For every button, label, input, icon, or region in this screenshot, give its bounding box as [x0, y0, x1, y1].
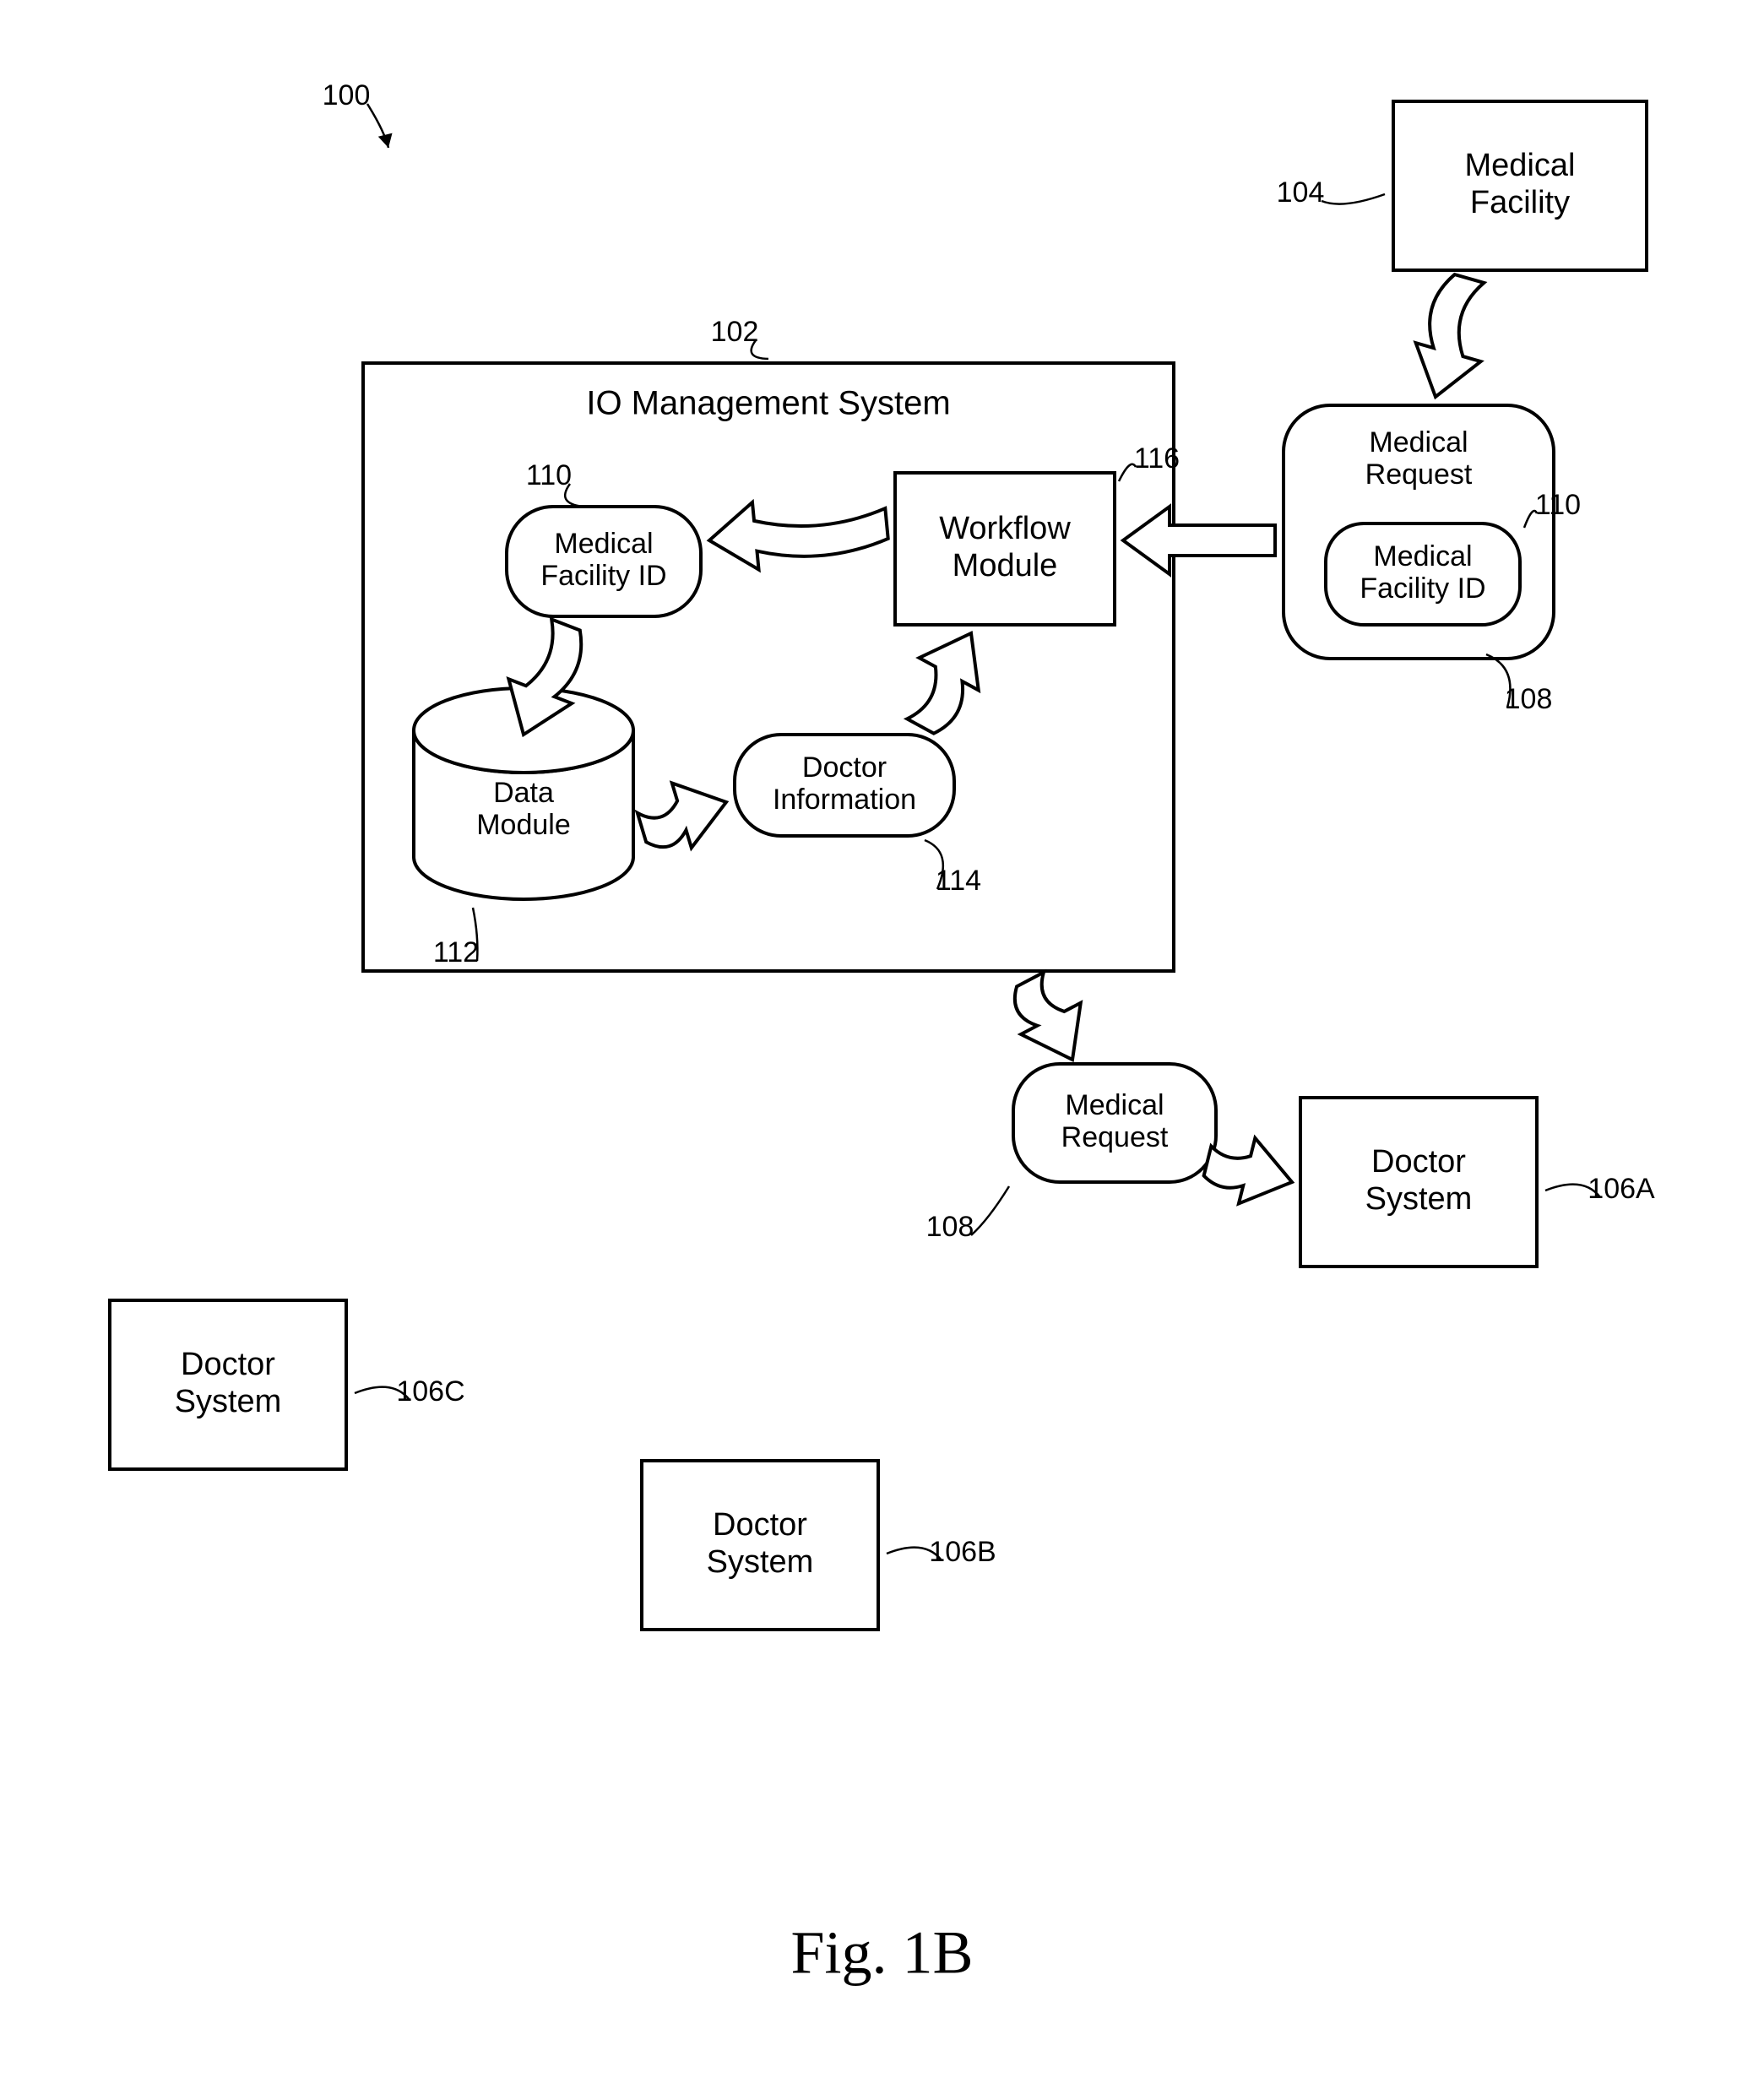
svg-text:Doctor: Doctor	[181, 1347, 275, 1382]
node-doctor-system-a: DoctorSystem	[1300, 1098, 1537, 1267]
svg-text:Information: Information	[773, 784, 916, 816]
svg-text:Medical: Medical	[1465, 148, 1576, 183]
node-doctor-system-b: DoctorSystem	[642, 1461, 878, 1630]
svg-text:Doctor: Doctor	[802, 751, 887, 784]
svg-text:System: System	[1365, 1181, 1473, 1217]
svg-text:Doctor: Doctor	[1371, 1144, 1466, 1180]
svg-text:Request: Request	[1061, 1121, 1169, 1153]
svg-text:Request: Request	[1365, 458, 1473, 491]
ref-108-a: 108	[1486, 654, 1552, 715]
svg-text:106C: 106C	[396, 1375, 464, 1408]
svg-text:114: 114	[936, 865, 981, 897]
ref-106a: 106A	[1545, 1173, 1655, 1205]
svg-text:100: 100	[323, 79, 371, 111]
svg-text:112: 112	[433, 936, 479, 968]
ref-106c: 106C	[355, 1375, 465, 1408]
svg-text:104: 104	[1277, 176, 1325, 209]
arrow-workflow-to-facility-id	[709, 502, 888, 570]
node-workflow-module: WorkflowModule	[895, 473, 1115, 625]
arrow-facility-to-request	[1416, 274, 1484, 397]
node-medical-facility-id-in-request: MedicalFacility ID	[1326, 523, 1520, 625]
node-doctor-system-c: DoctorSystem	[110, 1300, 346, 1469]
node-medical-facility-id-internal: MedicalFacility ID	[507, 507, 701, 616]
svg-text:102: 102	[711, 316, 759, 348]
ref-104: 104	[1277, 176, 1385, 209]
ref-102: 102	[711, 316, 768, 359]
ref-106b: 106B	[887, 1536, 996, 1568]
svg-text:Doctor: Doctor	[713, 1507, 807, 1543]
ref-116: 116	[1119, 442, 1180, 481]
svg-text:Facility ID: Facility ID	[1360, 572, 1485, 605]
ref-114: 114	[925, 840, 981, 897]
svg-text:Module: Module	[476, 809, 571, 841]
svg-text:108: 108	[926, 1211, 974, 1243]
svg-text:Fig. 1B: Fig. 1B	[790, 1919, 973, 1987]
arrow-request-to-workflow	[1123, 507, 1275, 574]
svg-text:Medical: Medical	[1369, 426, 1468, 458]
ref-108-b: 108	[926, 1186, 1009, 1243]
svg-text:Facility ID: Facility ID	[540, 560, 666, 592]
svg-text:System: System	[175, 1384, 282, 1419]
svg-text:106A: 106A	[1588, 1173, 1655, 1205]
svg-text:110: 110	[1535, 489, 1581, 521]
ref-100: 100	[323, 79, 393, 148]
svg-text:Data: Data	[493, 777, 554, 809]
arrow-medical-request-to-doctor-a	[1204, 1138, 1292, 1204]
svg-text:Medical: Medical	[1373, 540, 1472, 572]
arrow-data-to-doctor-info	[638, 783, 726, 848]
svg-text:IO Management System: IO Management System	[586, 385, 950, 422]
svg-text:116: 116	[1134, 442, 1180, 475]
arrow-doctor-info-to-workflow	[907, 633, 979, 734]
ref-110-a: 110	[526, 459, 583, 507]
diagram-canvas: 100MedicalFacility104IO Management Syste…	[0, 0, 1764, 2083]
svg-text:Module: Module	[953, 548, 1058, 583]
svg-text:Medical: Medical	[1065, 1089, 1164, 1121]
ref-112: 112	[433, 908, 479, 968]
svg-text:System: System	[707, 1544, 814, 1580]
node-medical-request-bottom: MedicalRequest	[1013, 1064, 1216, 1182]
node-medical-facility: MedicalFacility	[1393, 101, 1647, 270]
svg-text:Workflow: Workflow	[939, 511, 1071, 546]
svg-text:Medical: Medical	[554, 528, 653, 560]
node-doctor-information: DoctorInformation	[735, 735, 954, 836]
svg-text:110: 110	[526, 459, 572, 491]
svg-text:106B: 106B	[929, 1536, 996, 1568]
arrow-io-to-medical-request	[1015, 973, 1081, 1060]
svg-text:108: 108	[1505, 683, 1553, 715]
svg-text:Facility: Facility	[1470, 185, 1570, 220]
